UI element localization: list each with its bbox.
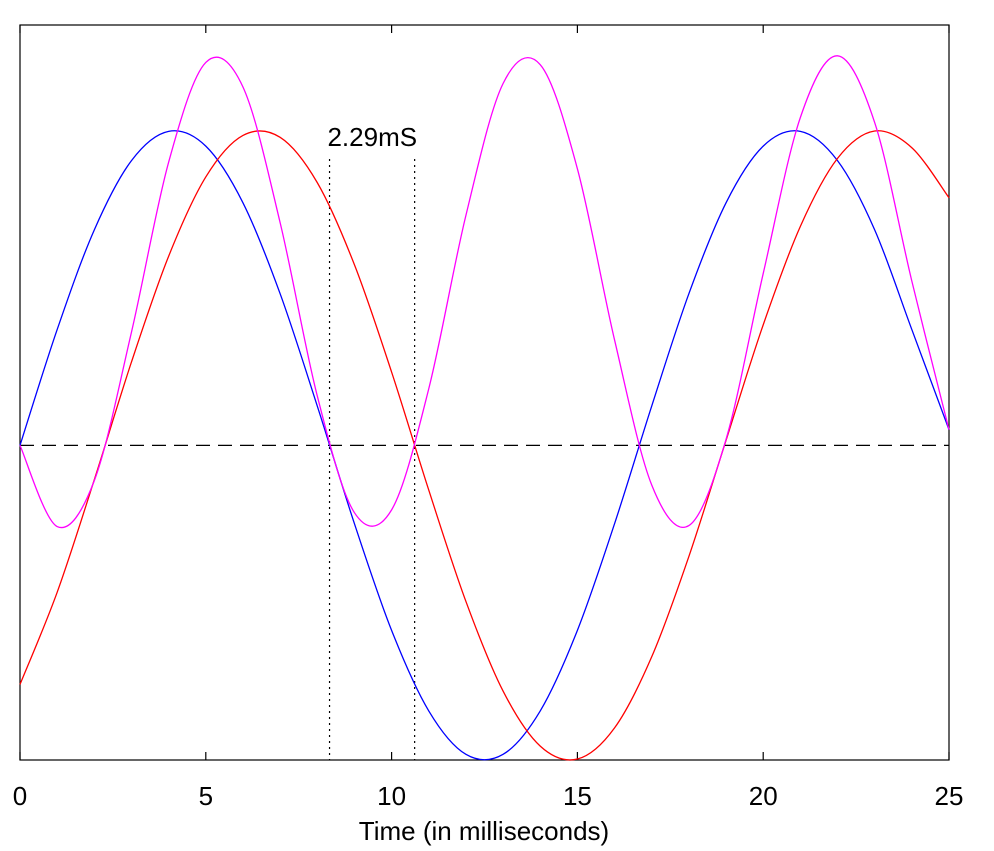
x-tick-label: 10: [377, 781, 406, 811]
annotation-label: 2.29mS: [327, 122, 417, 152]
x-tick-label: 0: [13, 781, 27, 811]
series-line-0: [19, 130, 950, 761]
x-axis-label: Time (in milliseconds): [359, 816, 609, 846]
series-group: [19, 55, 950, 761]
x-tick-label: 25: [935, 781, 964, 811]
series-line-1: [19, 130, 950, 761]
series-line-2: [19, 55, 950, 529]
x-tick-label: 20: [749, 781, 778, 811]
x-tick-label: 5: [199, 781, 213, 811]
markers: [328, 159, 416, 760]
x-tick-label: 15: [563, 781, 592, 811]
x-ticks: 0 5 10 15 20 25: [13, 25, 964, 811]
